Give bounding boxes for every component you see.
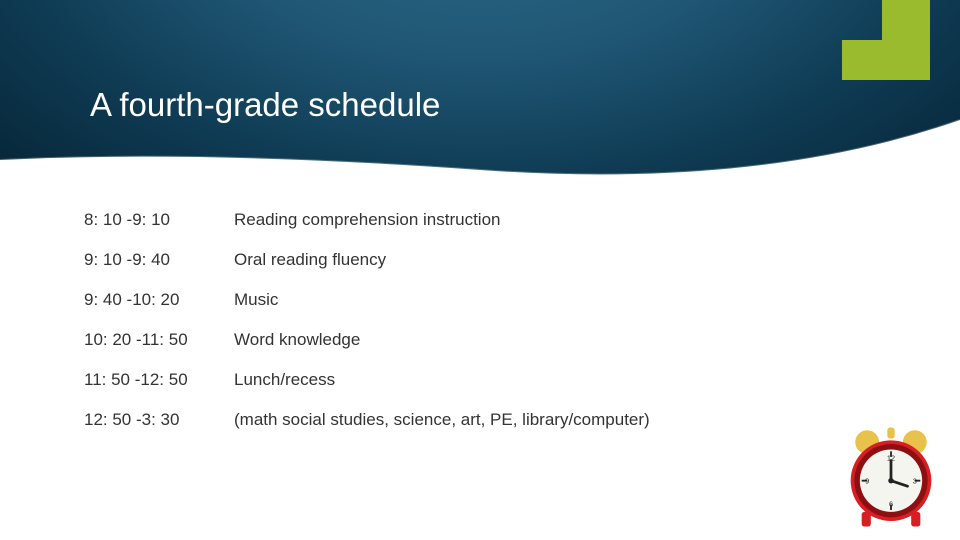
table-row: 12: 50 -3: 30 (math social studies, scie… [84,400,804,440]
svg-text:9: 9 [865,476,869,485]
corner-accent [882,0,930,80]
time-cell: 11: 50 -12: 50 [84,360,234,400]
schedule-table: 8: 10 -9: 10 Reading comprehension instr… [84,200,804,440]
activity-cell: Reading comprehension instruction [234,200,804,240]
activity-cell: (math social studies, science, art, PE, … [234,400,804,440]
svg-text:6: 6 [889,499,893,508]
table-row: 10: 20 -11: 50 Word knowledge [84,320,804,360]
page-title: A fourth-grade schedule [90,86,440,124]
schedule-body: 8: 10 -9: 10 Reading comprehension instr… [84,200,804,440]
table-row: 9: 40 -10: 20 Music [84,280,804,320]
time-cell: 9: 40 -10: 20 [84,280,234,320]
svg-text:3: 3 [913,476,917,485]
time-cell: 12: 50 -3: 30 [84,400,234,440]
activity-cell: Oral reading fluency [234,240,804,280]
activity-cell: Lunch/recess [234,360,804,400]
table-row: 9: 10 -9: 40 Oral reading fluency [84,240,804,280]
alarm-clock-icon: 12 3 6 9 [836,422,946,532]
activity-cell: Music [234,280,804,320]
time-cell: 9: 10 -9: 40 [84,240,234,280]
time-cell: 8: 10 -9: 10 [84,200,234,240]
activity-cell: Word knowledge [234,320,804,360]
slide: A fourth-grade schedule 8: 10 -9: 10 Rea… [0,0,960,540]
table-row: 11: 50 -12: 50 Lunch/recess [84,360,804,400]
table-row: 8: 10 -9: 10 Reading comprehension instr… [84,200,804,240]
time-cell: 10: 20 -11: 50 [84,320,234,360]
